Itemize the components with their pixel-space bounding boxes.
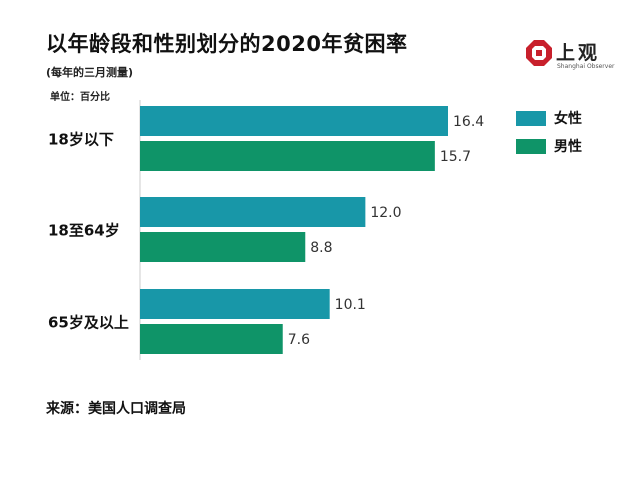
value-label-male: 15.7 bbox=[440, 149, 471, 165]
bar-male bbox=[140, 324, 283, 354]
logo-text: 上观 bbox=[556, 42, 601, 64]
legend: 女性 男性 bbox=[516, 104, 582, 160]
logo-icon bbox=[526, 40, 552, 66]
category-label: 18至64岁 bbox=[48, 222, 120, 240]
bar-female bbox=[140, 289, 330, 319]
value-label-female: 10.1 bbox=[335, 297, 366, 313]
value-label-female: 16.4 bbox=[453, 114, 484, 130]
legend-item-female: 女性 bbox=[516, 104, 582, 132]
chart-subtitle: (每年的三月测量) bbox=[46, 66, 134, 79]
source-note: 来源：美国人口调查局 bbox=[46, 401, 186, 417]
legend-label-male: 男性 bbox=[554, 139, 582, 155]
legend-label-female: 女性 bbox=[554, 111, 582, 127]
bar-male bbox=[140, 232, 306, 262]
bar-female bbox=[140, 197, 366, 227]
legend-swatch-male bbox=[516, 138, 546, 154]
category-label: 18岁以下 bbox=[48, 131, 114, 149]
legend-swatch-female bbox=[516, 110, 546, 126]
value-label-male: 8.8 bbox=[310, 240, 332, 256]
logo-subtext: Shanghai Observer bbox=[557, 63, 615, 70]
value-label-male: 7.6 bbox=[288, 332, 310, 348]
bar-male bbox=[140, 141, 435, 171]
logo: 上观 Shanghai Observer bbox=[524, 38, 614, 78]
legend-item-male: 男性 bbox=[516, 132, 582, 160]
unit-label: 单位：百分比 bbox=[50, 92, 110, 103]
category-label: 65岁及以上 bbox=[48, 314, 129, 332]
value-label-female: 12.0 bbox=[370, 205, 401, 221]
bar-female bbox=[140, 106, 448, 136]
chart-title: 以年龄段和性别划分的2020年贫困率 bbox=[46, 32, 408, 56]
